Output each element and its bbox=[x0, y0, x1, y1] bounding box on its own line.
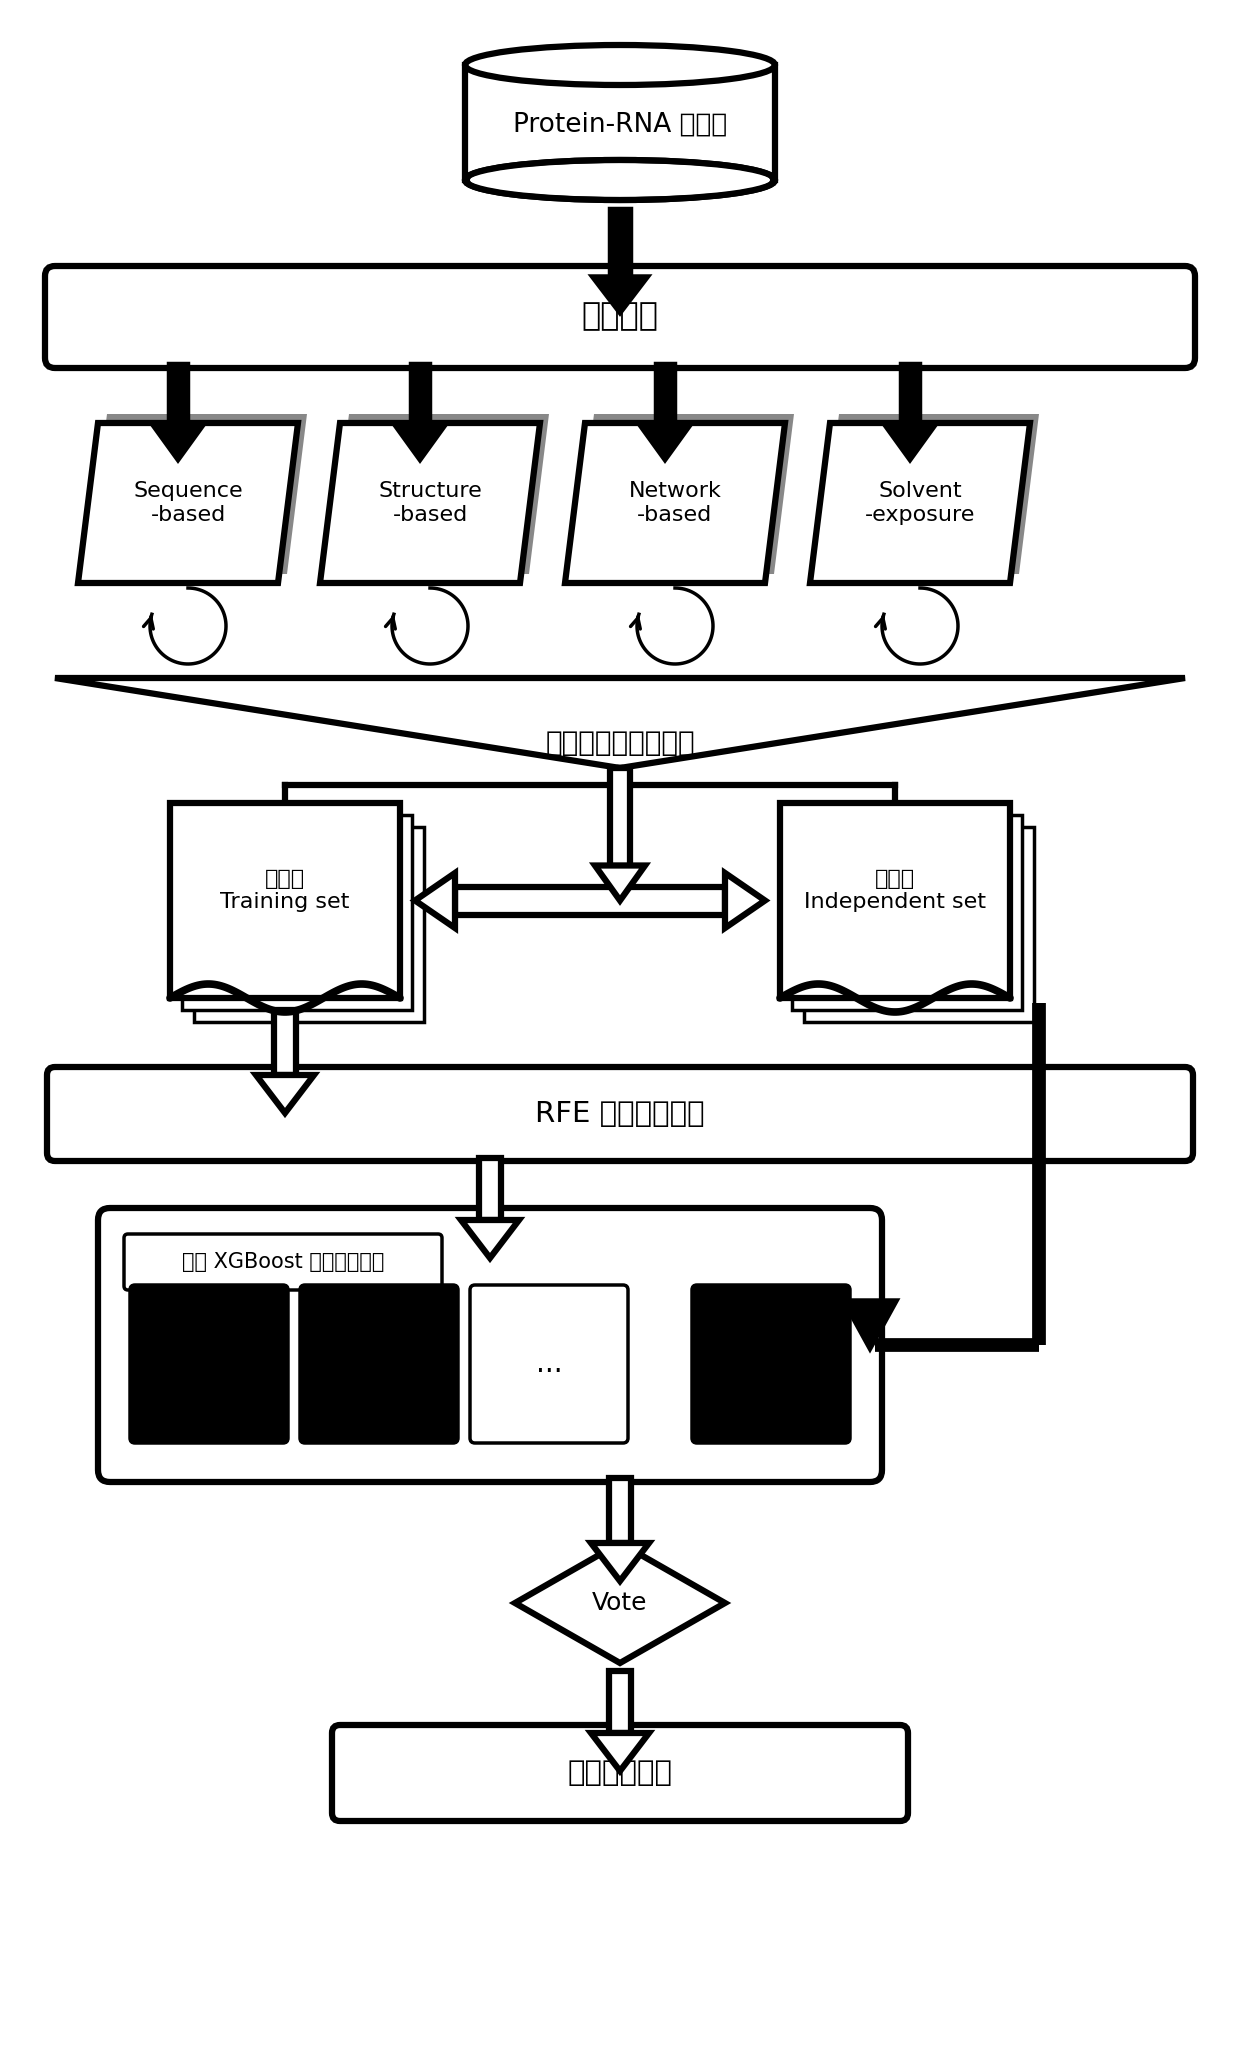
Polygon shape bbox=[274, 1009, 296, 1075]
Polygon shape bbox=[329, 415, 549, 574]
Polygon shape bbox=[591, 1544, 649, 1581]
Polygon shape bbox=[780, 803, 1011, 999]
FancyBboxPatch shape bbox=[45, 266, 1195, 367]
FancyBboxPatch shape bbox=[470, 1286, 627, 1443]
Text: 输出预测结果: 输出预测结果 bbox=[568, 1759, 672, 1787]
Text: Sequence
-based: Sequence -based bbox=[133, 481, 243, 524]
Text: 组合计算的所有特征: 组合计算的所有特征 bbox=[546, 729, 694, 757]
Polygon shape bbox=[410, 363, 430, 425]
Polygon shape bbox=[515, 1544, 725, 1664]
FancyBboxPatch shape bbox=[332, 1726, 908, 1820]
FancyBboxPatch shape bbox=[98, 1207, 882, 1482]
Polygon shape bbox=[182, 815, 412, 1009]
Polygon shape bbox=[255, 1075, 314, 1112]
Polygon shape bbox=[394, 425, 446, 460]
Polygon shape bbox=[609, 1672, 631, 1734]
Polygon shape bbox=[609, 208, 631, 277]
Polygon shape bbox=[465, 64, 775, 180]
Polygon shape bbox=[609, 1478, 631, 1544]
Text: Network
-based: Network -based bbox=[629, 481, 722, 524]
FancyBboxPatch shape bbox=[692, 1286, 849, 1443]
Polygon shape bbox=[591, 1734, 649, 1771]
Polygon shape bbox=[884, 425, 936, 460]
Polygon shape bbox=[591, 277, 649, 314]
Text: Vote: Vote bbox=[593, 1591, 647, 1614]
FancyBboxPatch shape bbox=[300, 1286, 458, 1443]
Polygon shape bbox=[792, 815, 1022, 1009]
Polygon shape bbox=[655, 363, 675, 425]
Polygon shape bbox=[810, 423, 1030, 582]
Polygon shape bbox=[415, 873, 455, 929]
Polygon shape bbox=[193, 828, 424, 1022]
Polygon shape bbox=[818, 415, 1039, 574]
Polygon shape bbox=[167, 363, 188, 425]
Text: ...: ... bbox=[536, 1350, 562, 1379]
Polygon shape bbox=[574, 415, 794, 574]
Ellipse shape bbox=[465, 45, 775, 85]
Polygon shape bbox=[55, 677, 1185, 768]
Polygon shape bbox=[461, 1220, 520, 1257]
FancyBboxPatch shape bbox=[130, 1286, 288, 1443]
Polygon shape bbox=[842, 1300, 898, 1350]
Polygon shape bbox=[639, 425, 691, 460]
Polygon shape bbox=[320, 423, 539, 582]
Text: 特征编码: 特征编码 bbox=[582, 301, 658, 332]
Text: Protein-RNA 复合物: Protein-RNA 复合物 bbox=[513, 111, 727, 138]
FancyBboxPatch shape bbox=[47, 1067, 1193, 1160]
Polygon shape bbox=[900, 363, 920, 425]
Polygon shape bbox=[565, 423, 785, 582]
Polygon shape bbox=[804, 828, 1034, 1022]
Text: 使用 XGBoost 算法训练模型: 使用 XGBoost 算法训练模型 bbox=[182, 1253, 384, 1271]
Polygon shape bbox=[610, 768, 630, 865]
FancyBboxPatch shape bbox=[124, 1234, 441, 1290]
Polygon shape bbox=[479, 1158, 501, 1220]
Polygon shape bbox=[170, 803, 401, 999]
Text: Structure
-based: Structure -based bbox=[378, 481, 482, 524]
Ellipse shape bbox=[465, 161, 775, 200]
Polygon shape bbox=[87, 415, 308, 574]
Polygon shape bbox=[153, 425, 205, 460]
Polygon shape bbox=[595, 865, 645, 900]
Text: RFE 进行特征选择: RFE 进行特征选择 bbox=[536, 1100, 704, 1129]
Text: 测试集
Independent set: 测试集 Independent set bbox=[804, 869, 986, 912]
Polygon shape bbox=[725, 873, 765, 929]
Polygon shape bbox=[455, 888, 725, 914]
Ellipse shape bbox=[470, 163, 770, 196]
Text: Solvent
-exposure: Solvent -exposure bbox=[864, 481, 975, 524]
Polygon shape bbox=[78, 423, 298, 582]
Text: 训练集
Training set: 训练集 Training set bbox=[221, 869, 350, 912]
